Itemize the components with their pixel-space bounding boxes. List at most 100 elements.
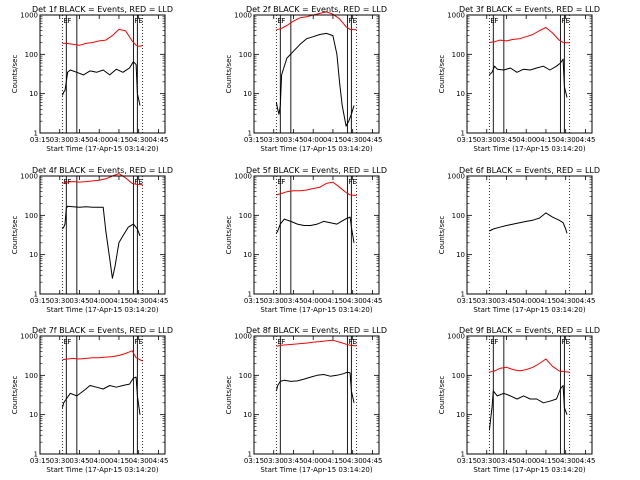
marker-label: E	[138, 178, 142, 186]
panel-title: Det 8f BLACK = Events, RED = LLD	[246, 326, 387, 335]
x-tick-label: 03:30	[50, 136, 70, 144]
series-events-line	[488, 385, 568, 431]
x-tick-label: 04:30	[129, 457, 149, 465]
x-tick-label: 04:30	[343, 297, 363, 305]
x-tick-label: 03:30	[477, 136, 497, 144]
panel-9: E F F E03:15 03:30 03:45 04:00 04:15 04:30 04:451…	[438, 326, 600, 474]
panel-6: 03:15 03:30 03:45 04:00 04:15 04:30 04:45 1 10 10…	[438, 166, 600, 314]
series-events-line	[61, 61, 141, 106]
x-tick-label: 04:00	[89, 297, 109, 305]
panel-title: Det 5f BLACK = Events, RED = LLD	[246, 166, 387, 175]
x-tick-label: 04:45	[362, 136, 382, 144]
marker-label: E	[352, 338, 356, 346]
series-events-line	[61, 376, 141, 415]
series-events-line	[489, 58, 568, 98]
panel-1: E F F E03:15 03:30 03:45 04:00 04:15 04:30 04:451…	[11, 5, 173, 153]
plot-frame	[253, 14, 380, 134]
y-tick-label: 1000	[447, 333, 465, 341]
y-tick-label: 1	[461, 130, 465, 138]
x-tick-label: 03:45	[69, 297, 89, 305]
y-axis-label: Counts/sec	[225, 55, 233, 94]
x-tick-label: 04:45	[148, 136, 168, 144]
x-tick-label: 03:30	[264, 457, 284, 465]
plot-frame	[39, 14, 166, 134]
x-tick-label: 03:45	[496, 457, 516, 465]
x-tick-label: 04:30	[129, 297, 149, 305]
x-tick-label: 04:30	[556, 297, 576, 305]
marker-label: F	[67, 338, 71, 346]
x-tick-label: 04:45	[148, 457, 168, 465]
y-axis-label: Counts/sec	[438, 376, 446, 415]
plot-frame	[253, 335, 380, 455]
marker-label: E	[352, 17, 356, 25]
x-tick-label: 04:00	[303, 136, 323, 144]
x-tick-label: 03:15	[457, 297, 477, 305]
y-tick-label: 10	[29, 90, 38, 98]
y-tick-label: 1	[248, 291, 252, 299]
y-tick-label: 1	[248, 451, 252, 459]
x-tick-label: 03:15	[457, 457, 477, 465]
x-tick-label: 03:30	[477, 457, 497, 465]
y-tick-label: 10	[29, 251, 38, 259]
marker-label: F	[348, 17, 352, 25]
marker-label: E	[138, 338, 142, 346]
y-tick-label: 100	[452, 51, 465, 59]
x-tick-label: 04:30	[343, 136, 363, 144]
x-tick-label: 03:15	[244, 457, 264, 465]
y-tick-label: 1	[34, 451, 38, 459]
plot-frame	[466, 175, 593, 295]
series-lld-line	[276, 339, 357, 347]
x-axis-label: Start Time (17-Apr-15 03:14:20)	[473, 466, 585, 474]
x-tick-label: 04:00	[89, 136, 109, 144]
series-lld-line	[489, 358, 570, 373]
marker-label: F	[348, 178, 352, 186]
y-tick-label: 1	[461, 451, 465, 459]
x-tick-label: 03:30	[477, 297, 497, 305]
marker-label: F	[561, 17, 565, 25]
marker-label: E	[63, 17, 67, 25]
y-axis-label: Counts/sec	[438, 55, 446, 94]
panel-5: E F F E03:15 03:30 03:45 04:00 04:15 04:30 04:451…	[225, 166, 387, 314]
plot-frame	[253, 175, 380, 295]
y-tick-label: 100	[239, 51, 252, 59]
x-tick-label: 04:45	[575, 297, 595, 305]
plot-frame	[466, 14, 593, 134]
marker-label: F	[134, 17, 138, 25]
y-tick-label: 1000	[234, 333, 252, 341]
y-axis-label: Counts/sec	[11, 216, 19, 255]
x-tick-label: 04:15	[323, 457, 343, 465]
x-tick-label: 04:00	[516, 457, 536, 465]
x-tick-label: 04:00	[303, 297, 323, 305]
series-events-line	[61, 205, 141, 279]
y-tick-label: 1	[461, 291, 465, 299]
x-tick-label: 04:15	[323, 136, 343, 144]
panel-title: Det 3f BLACK = Events, RED = LLD	[459, 5, 600, 14]
y-tick-label: 1	[248, 130, 252, 138]
y-tick-label: 10	[243, 411, 252, 419]
y-tick-label: 1000	[234, 12, 252, 20]
x-tick-label: 03:15	[244, 297, 264, 305]
x-tick-label: 04:45	[575, 136, 595, 144]
x-tick-label: 03:45	[69, 136, 89, 144]
x-tick-label: 04:15	[536, 297, 556, 305]
x-tick-label: 03:45	[496, 136, 516, 144]
panel-title: Det 2f BLACK = Events, RED = LLD	[246, 5, 387, 14]
x-tick-label: 04:15	[109, 457, 129, 465]
y-tick-label: 100	[25, 51, 38, 59]
marker-label: F	[281, 338, 285, 346]
x-tick-label: 04:15	[109, 136, 129, 144]
series-lld-line	[276, 11, 357, 31]
x-tick-label: 03:30	[50, 457, 70, 465]
y-tick-label: 1000	[20, 12, 38, 20]
panel-title: Det 9f BLACK = Events, RED = LLD	[459, 326, 600, 335]
x-tick-label: 04:45	[362, 457, 382, 465]
panel-8: E F F E03:15 03:30 03:45 04:00 04:15 04:30 04:451…	[225, 326, 387, 474]
x-tick-label: 03:45	[69, 457, 89, 465]
series-events-line	[275, 371, 355, 403]
panel-title: Det 6f BLACK = Events, RED = LLD	[459, 166, 600, 175]
plot-frame	[39, 335, 166, 455]
x-tick-label: 03:30	[264, 136, 284, 144]
series-lld-line	[62, 28, 143, 47]
marker-label: E	[490, 338, 494, 346]
